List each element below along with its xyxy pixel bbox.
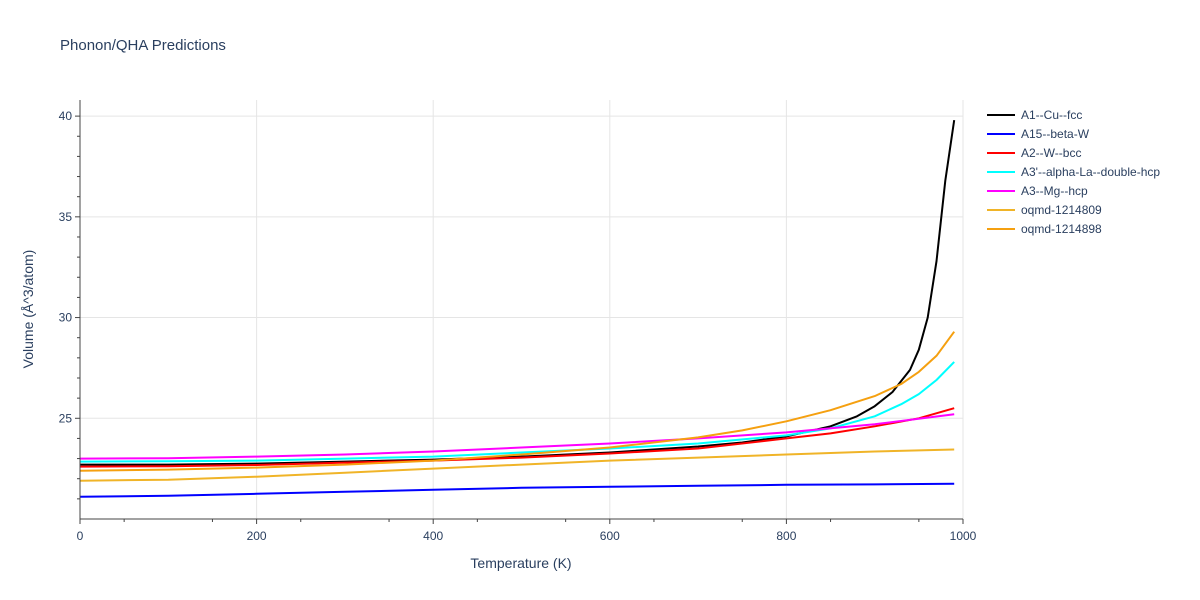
y-gridlines (80, 115, 963, 419)
y-tick-label: 40 (59, 109, 73, 123)
x-tick-label: 1000 (950, 529, 977, 543)
legend-item-2[interactable]: A15--beta-W (987, 127, 1090, 141)
legend-item-6[interactable]: oqmd-1214809 (987, 203, 1102, 217)
series-line-6 (79, 448, 955, 482)
series-line-3 (79, 407, 955, 468)
legend-label: A1--Cu--fcc (1021, 108, 1082, 122)
legend[interactable]: A1--Cu--fcc A15--beta-W A2--W--bcc A3'--alp… (987, 108, 1160, 236)
legend-item-7[interactable]: oqmd-1214898 (987, 222, 1102, 236)
y-tick-label: 25 (59, 411, 73, 425)
series-line-2 (79, 482, 955, 498)
x-tick-label: 600 (600, 529, 620, 543)
x-tick-label: 200 (247, 529, 267, 543)
y-axis-ticks: 25 30 35 40 (59, 109, 80, 500)
legend-item-1[interactable]: A1--Cu--fcc (987, 108, 1082, 122)
legend-label: A15--beta-W (1021, 127, 1090, 141)
legend-label: A3--Mg--hcp (1021, 184, 1088, 198)
legend-item-3[interactable]: A2--W--bcc (987, 146, 1081, 160)
y-tick-label: 30 (59, 311, 73, 325)
y-axis-title: Volume (Å^3/atom) (20, 250, 36, 369)
x-axis-title: Temperature (K) (470, 555, 571, 571)
legend-label: A3'--alpha-La--double-hcp (1021, 165, 1160, 179)
legend-label: oqmd-1214898 (1021, 222, 1102, 236)
legend-item-4[interactable]: A3'--alpha-La--double-hcp (987, 165, 1160, 179)
series-line-5 (79, 413, 955, 460)
plot-area (79, 119, 956, 498)
legend-item-5[interactable]: A3--Mg--hcp (987, 184, 1088, 198)
y-tick-label: 35 (59, 210, 73, 224)
series-line-7 (79, 331, 956, 472)
x-tick-label: 0 (77, 529, 84, 543)
chart-title: Phonon/QHA Predictions (60, 37, 226, 54)
x-tick-label: 800 (776, 529, 796, 543)
legend-label: A2--W--bcc (1021, 146, 1081, 160)
x-axis-ticks: 0 200 400 600 800 1000 (77, 519, 977, 543)
x-tick-label: 400 (423, 529, 443, 543)
legend-label: oqmd-1214809 (1021, 203, 1102, 217)
series-line-4 (79, 361, 955, 463)
